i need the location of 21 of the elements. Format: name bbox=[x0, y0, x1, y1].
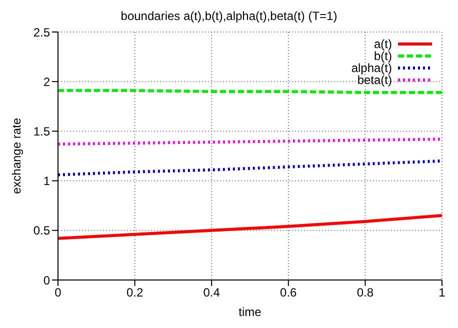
legend-label: a(t) bbox=[374, 37, 392, 51]
x-tick-label: 0.2 bbox=[126, 286, 144, 300]
y-tick-label: 1 bbox=[43, 174, 50, 188]
legend-label: alpha(t) bbox=[351, 61, 392, 75]
line-series bbox=[58, 214, 442, 240]
y-tick-label: 0 bbox=[43, 273, 50, 288]
x-tick-label: 0.4 bbox=[203, 286, 220, 300]
y-tick-label: 1.5 bbox=[33, 124, 50, 138]
y-tick-label: 2 bbox=[43, 74, 50, 89]
x-tick-label: 0.8 bbox=[356, 286, 374, 300]
legend-label: b(t) bbox=[374, 49, 392, 63]
y-tick-label: 0.5 bbox=[33, 224, 50, 238]
y-axis-title: exchange rate bbox=[9, 118, 24, 194]
line-series bbox=[58, 159, 442, 176]
x-axis-title: time bbox=[238, 305, 262, 319]
x-tick-label: 0.6 bbox=[280, 286, 298, 300]
x-tick-label: 0 bbox=[54, 286, 62, 300]
y-tick-label: 2.5 bbox=[33, 25, 50, 40]
chart-title: boundaries a(t),b(t),alpha(t),beta(t) (T=1) bbox=[120, 8, 338, 24]
legend-label: beta(t) bbox=[357, 73, 392, 87]
x-tick-label: 1 bbox=[438, 286, 446, 300]
